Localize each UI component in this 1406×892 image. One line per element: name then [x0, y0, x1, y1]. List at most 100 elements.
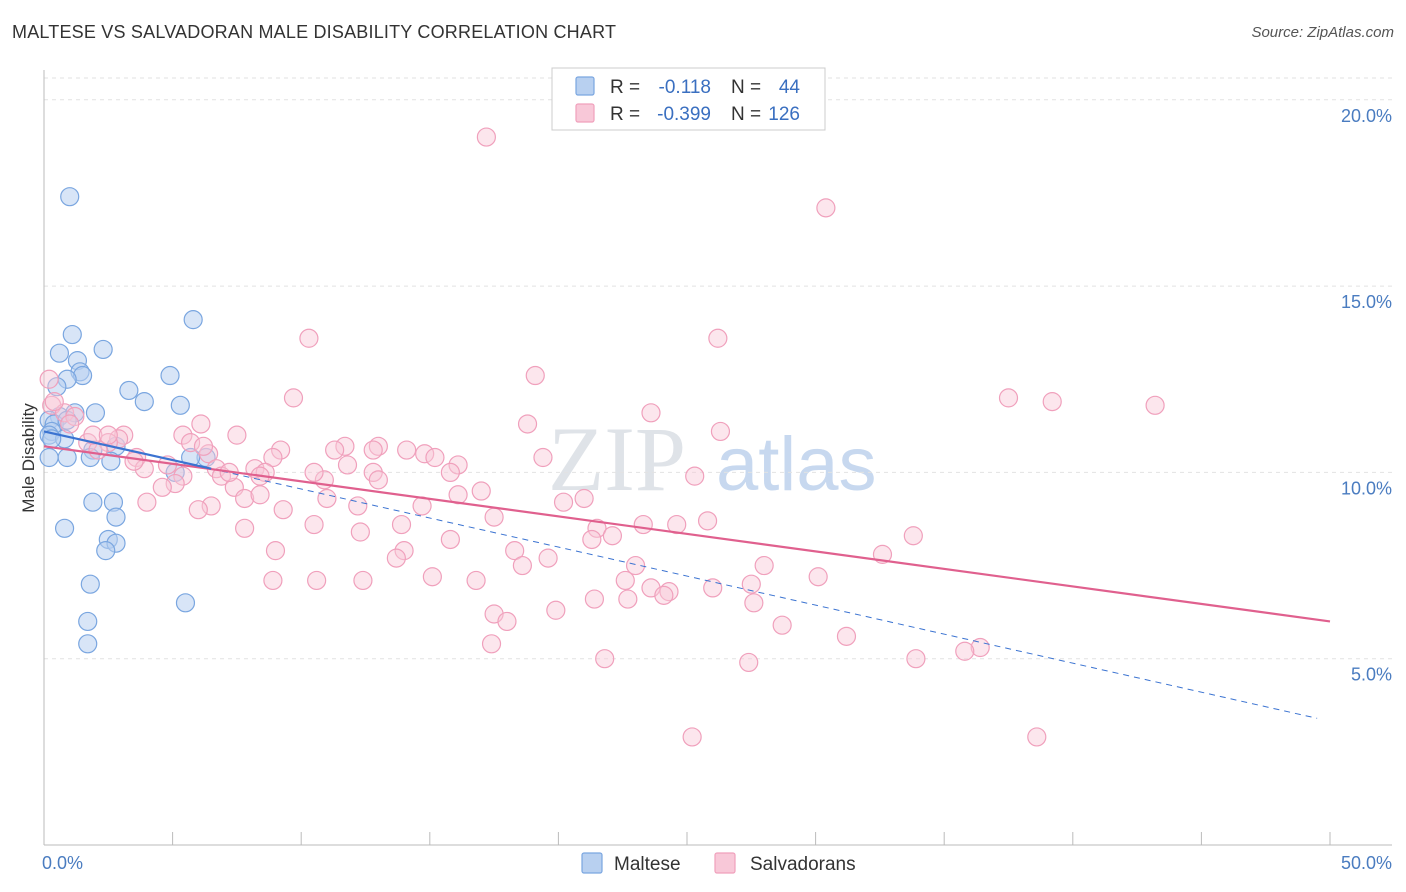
data-point-salvadorans: [188, 500, 208, 520]
data-point-salvadorans: [415, 444, 435, 464]
data-point-salvadorans: [137, 492, 157, 512]
data-point-salvadorans: [263, 570, 283, 591]
data-point-salvadorans: [703, 578, 723, 598]
data-point-salvadorans: [307, 570, 327, 591]
data-point-maltese: [62, 324, 82, 345]
data-point-salvadorans: [201, 496, 221, 516]
data-point-maltese: [49, 343, 70, 363]
data-point-salvadorans: [744, 593, 764, 613]
data-point-maltese: [39, 447, 59, 468]
data-point-salvadorans: [193, 436, 214, 456]
data-point-salvadorans: [584, 589, 605, 609]
data-point-salvadorans: [191, 414, 211, 434]
x-tick-label-max: 50.0%: [1341, 853, 1392, 873]
stats-legend-box: [551, 67, 826, 131]
data-point-salvadorans: [337, 455, 358, 475]
trend-line-salvadorans: [43, 445, 1331, 623]
data-point-salvadorans: [595, 649, 615, 669]
data-point-salvadorans: [448, 455, 468, 475]
data-point-salvadorans: [602, 526, 623, 546]
stats-legend-r-label-1: R =: [610, 77, 640, 98]
data-point-salvadorans: [397, 440, 417, 460]
data-point-salvadorans: [615, 570, 635, 591]
data-point-salvadorans: [741, 574, 761, 594]
y-tick-label: 15.0%: [1341, 292, 1392, 312]
series-maltese: [39, 187, 216, 654]
data-point-salvadorans: [386, 548, 406, 568]
data-point-salvadorans: [181, 432, 201, 453]
data-point-salvadorans: [394, 541, 414, 561]
data-point-maltese: [83, 492, 103, 512]
data-point-maltese: [183, 310, 203, 330]
data-point-salvadorans: [227, 425, 247, 445]
data-point-salvadorans: [425, 447, 445, 468]
data-point-salvadorans: [772, 615, 792, 635]
data-point-salvadorans: [816, 198, 836, 218]
data-point-salvadorans: [283, 388, 304, 408]
data-point-salvadorans: [83, 425, 103, 445]
data-point-salvadorans: [618, 589, 638, 609]
data-point-salvadorans: [955, 641, 975, 661]
data-point-salvadorans: [998, 388, 1019, 408]
data-point-salvadorans: [1145, 395, 1165, 415]
data-point-salvadorans: [60, 414, 80, 434]
data-point-salvadorans: [335, 436, 355, 456]
data-point-salvadorans: [98, 425, 118, 445]
data-point-salvadorans: [587, 518, 607, 538]
data-point-salvadorans: [173, 466, 193, 486]
data-point-salvadorans: [368, 436, 388, 456]
data-point-salvadorans: [265, 541, 286, 561]
data-point-salvadorans: [525, 365, 545, 386]
series-legend-swatch-salvadorans: [714, 852, 736, 874]
data-point-salvadorans: [124, 451, 144, 471]
data-point-salvadorans: [659, 582, 679, 602]
data-point-salvadorans: [1027, 727, 1047, 747]
data-point-salvadorans: [654, 585, 674, 605]
data-point-salvadorans: [546, 600, 566, 620]
data-point-salvadorans: [685, 466, 705, 486]
trend-line-maltese-extrapolated: [211, 468, 1318, 719]
data-point-salvadorans: [353, 570, 373, 591]
y-axis-label: Male Disability: [19, 403, 38, 513]
data-point-salvadorans: [625, 555, 646, 576]
data-point-salvadorans: [512, 555, 532, 576]
trend-line-maltese: [43, 430, 212, 470]
data-point-maltese: [80, 574, 100, 594]
data-point-salvadorans: [754, 555, 774, 576]
data-point-maltese: [106, 507, 126, 527]
series-legend-label-maltese: Maltese: [614, 854, 681, 875]
data-point-salvadorans: [391, 514, 412, 535]
data-point-salvadorans: [836, 626, 857, 646]
y-tick-label: 5.0%: [1351, 665, 1392, 685]
stats-legend-r-value-1: -0.118: [659, 77, 711, 98]
data-point-salvadorans: [348, 496, 368, 516]
data-point-salvadorans: [497, 611, 517, 632]
stats-legend-swatch-salvadorans: [575, 103, 595, 123]
data-point-maltese: [96, 541, 116, 561]
data-point-salvadorans: [273, 500, 293, 520]
trend-lines: [43, 430, 1331, 719]
data-point-salvadorans: [484, 507, 504, 527]
gridlines: [44, 77, 1392, 660]
x-tick-label-min: 0.0%: [42, 853, 83, 873]
data-point-salvadorans: [39, 369, 59, 389]
data-point-salvadorans: [808, 567, 828, 587]
stats-legend-r-label-2: R =: [610, 104, 640, 125]
data-point-salvadorans: [641, 403, 661, 423]
data-point-salvadorans: [368, 470, 388, 490]
data-point-salvadorans: [44, 392, 64, 412]
chart-title: MALTESE VS SALVADORAN MALE DISABILITY CO…: [12, 22, 617, 42]
data-point-salvadorans: [481, 634, 502, 654]
data-point-salvadorans: [710, 421, 731, 442]
data-point-maltese: [134, 392, 154, 412]
data-point-salvadorans: [152, 477, 172, 497]
data-point-salvadorans: [235, 488, 255, 509]
data-point-maltese: [54, 518, 75, 538]
data-point-salvadorans: [263, 447, 283, 468]
data-point-maltese: [60, 187, 80, 207]
stats-legend-r-value-2: -0.399: [657, 104, 711, 125]
data-point-salvadorans: [250, 485, 270, 505]
stats-legend-n-value-1: 44: [779, 77, 801, 98]
data-point-maltese: [170, 395, 190, 415]
